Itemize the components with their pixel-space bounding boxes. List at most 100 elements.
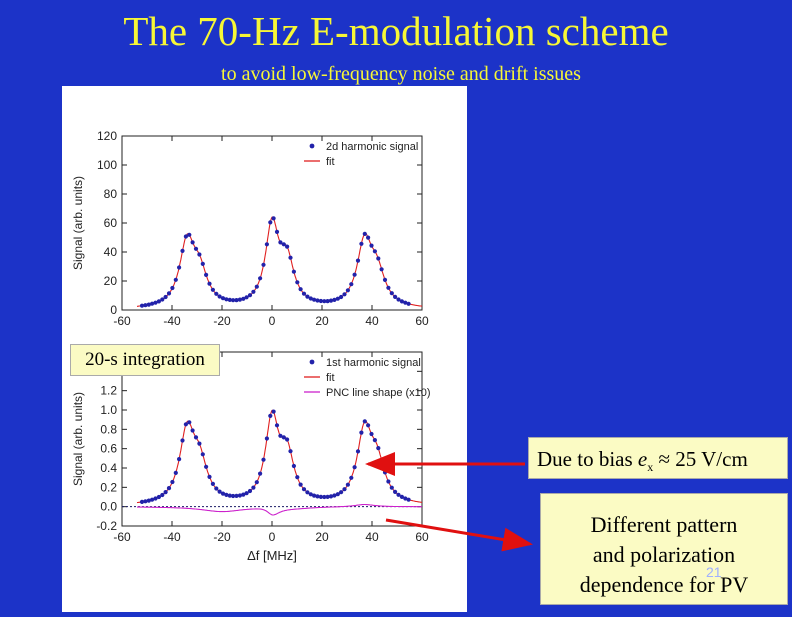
legend-label: fit xyxy=(326,156,335,168)
data-point xyxy=(403,300,408,305)
data-point xyxy=(173,470,178,475)
data-point xyxy=(207,281,212,286)
data-point xyxy=(166,291,172,296)
data-point xyxy=(190,240,195,245)
data-point xyxy=(352,465,357,470)
data-point xyxy=(258,471,263,476)
y-tick-label: 0.4 xyxy=(100,461,117,475)
y-tick-label: 120 xyxy=(97,129,117,143)
data-point xyxy=(322,494,327,500)
data-point xyxy=(187,420,192,425)
x-tick-label: 40 xyxy=(365,314,379,328)
x-tick-label: -20 xyxy=(213,314,231,328)
data-point xyxy=(180,438,185,443)
data-point xyxy=(146,498,151,503)
slide-title: The 70-Hz E-modulation scheme xyxy=(123,8,669,54)
data-point xyxy=(139,303,145,308)
data-point xyxy=(156,494,161,500)
legend-label: 1st harmonic signal xyxy=(326,357,421,369)
data-point xyxy=(382,277,388,282)
y-tick-label: 0.6 xyxy=(100,442,117,456)
y-tick-label: 20 xyxy=(104,274,118,288)
data-point xyxy=(315,494,320,499)
bias-suffix: ≈ 25 V/cm xyxy=(653,447,748,471)
data-point xyxy=(220,491,226,496)
pnc-line xyxy=(137,503,422,516)
data-point xyxy=(251,485,256,490)
data-point xyxy=(197,252,202,257)
y-tick-label: 1.2 xyxy=(100,384,117,398)
data-point xyxy=(217,294,222,299)
data-point xyxy=(143,499,148,504)
data-point xyxy=(312,493,317,498)
data-point xyxy=(150,301,155,306)
data-point xyxy=(335,492,340,497)
data-point xyxy=(214,486,219,491)
data-point xyxy=(393,294,398,299)
data-point xyxy=(237,297,242,302)
data-point xyxy=(305,294,310,299)
data-point xyxy=(166,486,172,491)
data-point xyxy=(170,285,175,291)
data-point xyxy=(220,296,226,301)
data-point xyxy=(173,277,178,282)
data-point xyxy=(369,431,374,437)
data-point xyxy=(389,485,394,490)
data-point xyxy=(163,490,168,495)
legend-label: PNC line shape (x10) xyxy=(326,387,431,399)
data-point xyxy=(204,464,209,469)
data-point xyxy=(156,299,161,304)
data-point xyxy=(150,497,155,502)
x-tick-label: 60 xyxy=(415,314,429,328)
data-point xyxy=(139,499,145,504)
data-point xyxy=(274,423,280,428)
data-point xyxy=(214,291,219,296)
data-point xyxy=(389,291,394,296)
slide-subtitle: to avoid low-frequency noise and drift i… xyxy=(221,63,581,85)
data-point xyxy=(362,419,367,424)
data-point xyxy=(207,474,212,479)
legend-label: fit xyxy=(326,372,335,384)
data-point xyxy=(308,492,313,497)
y-tick-label: 100 xyxy=(97,158,117,172)
data-point xyxy=(264,436,269,441)
x-tick-label: 40 xyxy=(365,530,379,544)
y-tick-label: 40 xyxy=(104,245,118,259)
data-point xyxy=(163,294,168,300)
x-tick-label: -40 xyxy=(163,314,181,328)
data-point xyxy=(339,490,344,495)
data-point xyxy=(386,285,391,290)
data-point xyxy=(217,489,222,494)
x-tick-label: -60 xyxy=(113,530,131,544)
data-point xyxy=(227,493,232,498)
data-point xyxy=(237,493,242,498)
data-point xyxy=(268,220,273,225)
arrow-to-pattern xyxy=(385,518,533,552)
y-axis-label: Signal (arb. units) xyxy=(71,176,85,270)
data-point xyxy=(396,297,401,302)
data-point xyxy=(342,292,347,297)
data-point xyxy=(315,298,320,303)
y-tick-label: 60 xyxy=(104,216,118,230)
data-point xyxy=(183,234,188,239)
data-point xyxy=(352,272,357,277)
data-point xyxy=(200,261,205,266)
data-point xyxy=(325,494,330,499)
y-tick-label: 0.8 xyxy=(100,422,117,436)
y-tick-label: -0.2 xyxy=(96,519,117,533)
data-point xyxy=(379,267,384,272)
data-point xyxy=(244,491,249,496)
data-point xyxy=(241,492,246,497)
x-tick-label: 20 xyxy=(315,530,329,544)
data-point xyxy=(355,258,361,263)
data-point xyxy=(349,282,354,287)
data-point xyxy=(231,493,236,499)
y-tick-label: 1.0 xyxy=(100,403,117,417)
data-point xyxy=(281,242,286,247)
data-point xyxy=(187,232,192,237)
data-point xyxy=(146,302,151,307)
data-point xyxy=(244,295,249,300)
data-point xyxy=(376,446,381,451)
data-point xyxy=(366,423,371,428)
data-point xyxy=(318,494,323,499)
